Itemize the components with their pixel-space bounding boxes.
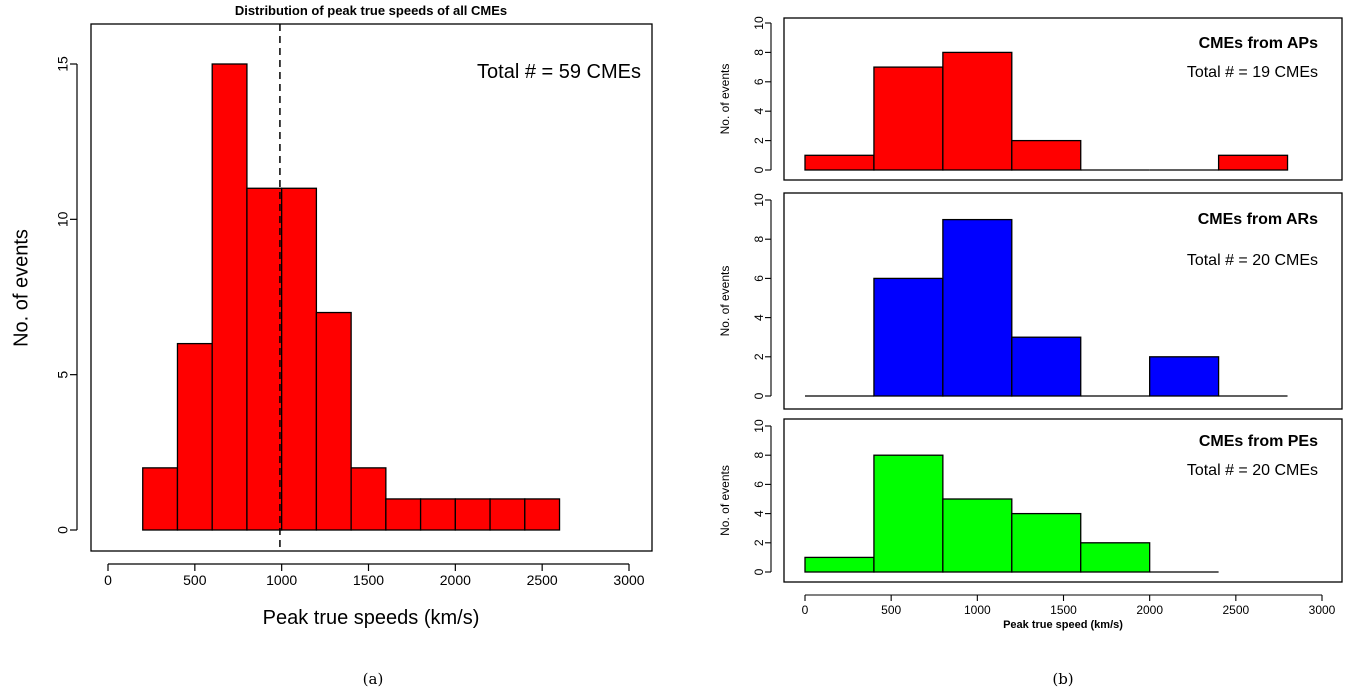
- x-tick-label: 500: [183, 572, 207, 588]
- histogram-bar: [281, 187, 318, 531]
- plot-frame: [90, 23, 653, 552]
- histogram-bar: [942, 51, 1013, 171]
- x-tick-label: 1000: [964, 603, 991, 617]
- panel-b-2: 0 2 4 6 8 10 No. of events CMEs from ARs Total #…: [718, 192, 1343, 410]
- x-tick-label: 2000: [1136, 603, 1163, 617]
- y-tick-label: 6: [752, 481, 766, 488]
- y-tick-label: 15: [55, 56, 71, 72]
- histogram-bar: [1011, 512, 1082, 573]
- plot-frame: [783, 17, 1343, 181]
- y-tick-label: 0: [55, 526, 71, 534]
- x-tick-label: 1500: [353, 572, 384, 588]
- y-tick-label: 2: [752, 137, 766, 144]
- histogram-bar: [804, 154, 875, 171]
- histogram-bar: [315, 311, 352, 531]
- histogram-bar: [350, 467, 387, 531]
- y-tick-label: 10: [752, 16, 766, 30]
- total-count-annotation: Total # = 59 CMEs: [477, 61, 641, 83]
- histogram-bar: [211, 63, 248, 531]
- histogram-bar: [1011, 139, 1082, 171]
- x-tick-label: 0: [802, 603, 809, 617]
- y-tick-label: 6: [752, 78, 766, 85]
- panel-b-x-axis: 0 500 1000 1500 2000 2500 3000 Peak true speed …: [802, 594, 1336, 688]
- panel-title: CMEs from ARs: [1198, 211, 1318, 228]
- y-tick-label: 10: [752, 193, 766, 207]
- x-tick-label: 1000: [266, 572, 297, 588]
- y-tick-label: 8: [752, 452, 766, 459]
- x-axis-label: Peak true speeds (km/s): [263, 607, 480, 629]
- y-tick-label: 0: [752, 568, 766, 575]
- histogram-bar: [1149, 356, 1220, 397]
- y-tick-label: 4: [752, 108, 766, 115]
- y-tick-label: 0: [752, 166, 766, 173]
- y-tick-label: 8: [752, 49, 766, 56]
- x-tick-label: 2500: [1222, 603, 1249, 617]
- y-tick-label: 2: [752, 539, 766, 546]
- y-axis-label: No. of events: [718, 465, 732, 536]
- histogram-bar: [142, 467, 179, 531]
- y-tick-label: 8: [752, 236, 766, 243]
- panel-b-3: 0 2 4 6 8 10 No. of events CMEs from PEs Total #…: [718, 418, 1343, 583]
- panel-caption-a: (a): [363, 670, 384, 688]
- histogram-bar: [1011, 336, 1082, 397]
- panel-b-1: 0 2 4 6 8 10 No. of events CMEs from APs Total #…: [718, 16, 1343, 181]
- plot-frame: [783, 192, 1343, 410]
- histogram-bar: [246, 187, 283, 531]
- histogram-bar: [524, 498, 561, 531]
- histogram-bar: [489, 498, 526, 531]
- y-axis-label: No. of events: [10, 229, 32, 347]
- panel-a: 0 500 1000 1500 2000 2500 3000 0 5 10 15 Distributi…: [10, 3, 653, 688]
- x-tick-label: 1500: [1050, 603, 1077, 617]
- y-tick-label: 4: [752, 510, 766, 517]
- panel-title: CMEs from APs: [1199, 35, 1319, 52]
- y-axis-label: No. of events: [718, 64, 732, 135]
- x-axis-label: Peak true speed (km/s): [1003, 619, 1123, 631]
- x-tick-label: 0: [104, 572, 112, 588]
- y-axis-label: No. of events: [718, 266, 732, 337]
- panel-title: CMEs from PEs: [1199, 433, 1318, 450]
- chart-title: Distribution of peak true speeds of all …: [235, 3, 507, 18]
- y-tick-label: 10: [55, 211, 71, 227]
- histogram-bar: [419, 498, 456, 531]
- total-count-annotation: Total # = 20 CMEs: [1187, 252, 1318, 269]
- histogram-bar: [873, 454, 944, 573]
- y-tick-label: 4: [752, 314, 766, 321]
- y-tick-label: 6: [752, 275, 766, 282]
- histogram-bar: [1080, 542, 1151, 573]
- histogram-bar: [873, 277, 944, 397]
- y-tick-label: 0: [752, 392, 766, 399]
- histogram-bar: [176, 342, 213, 531]
- y-tick-label: 2: [752, 353, 766, 360]
- histogram-bar: [385, 498, 422, 531]
- histogram-bar: [804, 556, 875, 573]
- histogram-bar: [454, 498, 491, 531]
- histogram-bar: [873, 66, 944, 171]
- total-count-annotation: Total # = 20 CMEs: [1187, 462, 1318, 479]
- x-tick-label: 3000: [613, 572, 644, 588]
- y-tick-label: 10: [752, 419, 766, 433]
- histogram-bar: [942, 498, 1013, 573]
- x-tick-label: 2000: [440, 572, 471, 588]
- x-tick-label: 3000: [1309, 603, 1336, 617]
- total-count-annotation: Total # = 19 CMEs: [1187, 64, 1318, 81]
- x-tick-label: 500: [881, 603, 901, 617]
- histogram-bar: [1217, 154, 1289, 171]
- plot-frame: [783, 418, 1343, 583]
- y-tick-label: 5: [55, 371, 71, 379]
- histogram-bar: [942, 218, 1013, 397]
- x-tick-label: 2500: [527, 572, 558, 588]
- panel-caption-b: (b): [1052, 670, 1073, 688]
